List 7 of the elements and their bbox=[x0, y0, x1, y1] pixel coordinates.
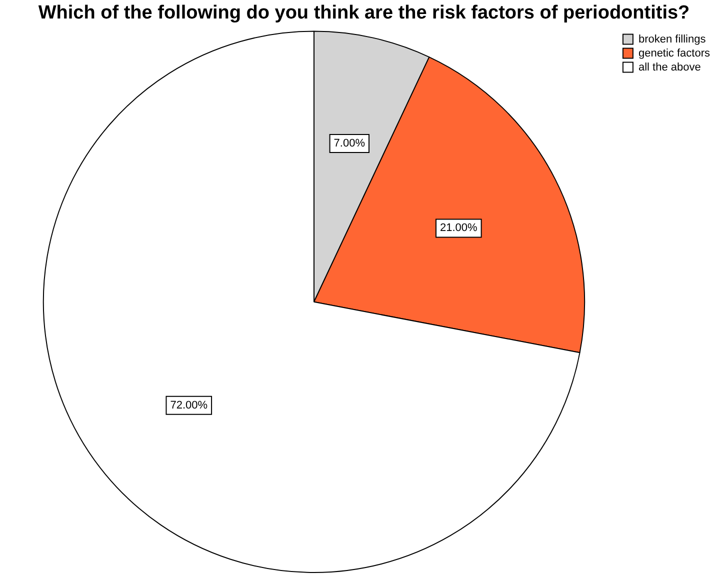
data-label: 21.00% bbox=[440, 222, 478, 234]
chart-title: Which of the following do you think are the risk factors of periodontitis? bbox=[38, 2, 690, 24]
data-label: 7.00% bbox=[334, 137, 366, 150]
legend-label: broken fillings bbox=[638, 33, 706, 46]
legend-label: all the above bbox=[638, 61, 701, 74]
data-label: 72.00% bbox=[170, 399, 208, 412]
legend-label: genetic factors bbox=[638, 47, 710, 60]
